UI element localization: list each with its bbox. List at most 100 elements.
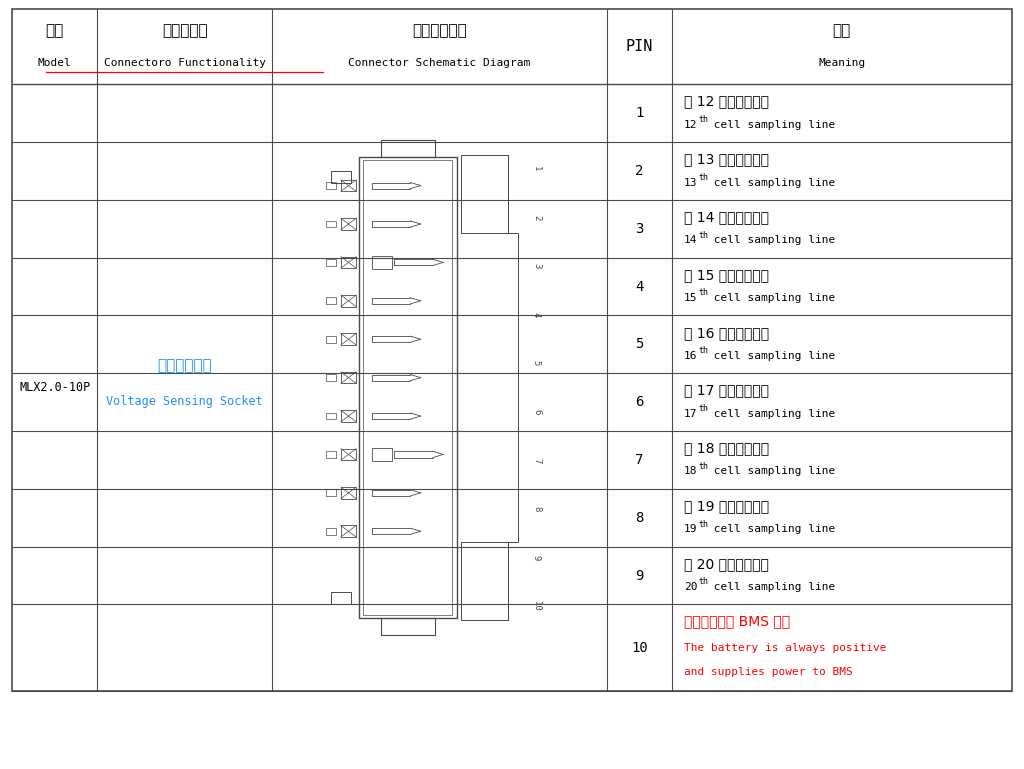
Text: th: th bbox=[698, 231, 709, 240]
Bar bbox=[341, 487, 356, 498]
Text: th: th bbox=[698, 520, 709, 528]
Text: MLX2.0-10P: MLX2.0-10P bbox=[19, 381, 90, 394]
Text: 3: 3 bbox=[635, 221, 644, 236]
Text: th: th bbox=[698, 404, 709, 413]
Text: 1: 1 bbox=[531, 166, 541, 171]
Bar bbox=[381, 618, 434, 635]
Text: 7: 7 bbox=[635, 453, 644, 467]
Text: Voltage Sensing Socket: Voltage Sensing Socket bbox=[106, 394, 263, 408]
Bar bbox=[341, 218, 356, 230]
Bar bbox=[341, 372, 356, 384]
Text: cell sampling line: cell sampling line bbox=[707, 582, 835, 592]
Bar bbox=[364, 160, 453, 615]
Text: 第 14 节电池采样线: 第 14 节电池采样线 bbox=[684, 210, 769, 225]
Bar bbox=[341, 411, 356, 422]
Text: 第 12 节电池采样线: 第 12 节电池采样线 bbox=[684, 95, 769, 108]
Text: and supplies power to BMS: and supplies power to BMS bbox=[684, 667, 853, 677]
Text: 5: 5 bbox=[635, 338, 644, 351]
Bar bbox=[331, 171, 351, 183]
Text: th: th bbox=[698, 288, 709, 298]
Text: The battery is always positive: The battery is always positive bbox=[684, 643, 887, 653]
Text: 第 13 节电池采样线: 第 13 节电池采样线 bbox=[684, 152, 769, 166]
Text: th: th bbox=[698, 115, 709, 124]
Text: PIN: PIN bbox=[626, 39, 653, 55]
Bar bbox=[341, 295, 356, 307]
Bar bbox=[341, 334, 356, 345]
Text: cell sampling line: cell sampling line bbox=[707, 408, 835, 418]
Text: 14: 14 bbox=[684, 235, 697, 245]
Text: th: th bbox=[698, 346, 709, 355]
Text: 6: 6 bbox=[531, 409, 541, 414]
Bar bbox=[327, 489, 336, 496]
Bar bbox=[461, 542, 508, 621]
Bar bbox=[341, 525, 356, 537]
Text: Connector Schematic Diagram: Connector Schematic Diagram bbox=[348, 58, 530, 68]
Text: Connectoro Functionality: Connectoro Functionality bbox=[103, 58, 265, 68]
Text: Meaning: Meaning bbox=[818, 58, 865, 68]
Text: th: th bbox=[698, 578, 709, 587]
Bar bbox=[372, 256, 392, 268]
Text: 第 16 节电池采样线: 第 16 节电池采样线 bbox=[684, 326, 769, 340]
Bar bbox=[327, 413, 336, 420]
Text: 16: 16 bbox=[684, 351, 697, 361]
Text: 1: 1 bbox=[635, 106, 644, 120]
Bar bbox=[331, 592, 351, 604]
Text: 第 18 节电池采样线: 第 18 节电池采样线 bbox=[684, 441, 769, 455]
Text: 3: 3 bbox=[531, 263, 541, 268]
Text: 接插件示意图: 接插件示意图 bbox=[413, 23, 467, 38]
Bar bbox=[327, 182, 336, 189]
Text: 18: 18 bbox=[684, 467, 697, 477]
Text: cell sampling line: cell sampling line bbox=[707, 120, 835, 130]
Text: cell sampling line: cell sampling line bbox=[707, 467, 835, 477]
Text: 第 15 节电池采样线: 第 15 节电池采样线 bbox=[684, 268, 769, 282]
Text: 10: 10 bbox=[531, 601, 541, 612]
Bar bbox=[359, 157, 457, 618]
Text: 接插件功能: 接插件功能 bbox=[162, 23, 208, 38]
Text: 20: 20 bbox=[684, 582, 697, 592]
Text: 型号: 型号 bbox=[46, 23, 63, 38]
Bar bbox=[381, 140, 434, 157]
Text: 5: 5 bbox=[531, 361, 541, 366]
Text: 4: 4 bbox=[635, 280, 644, 294]
Text: 第 19 节电池采样线: 第 19 节电池采样线 bbox=[684, 499, 769, 513]
Bar bbox=[327, 375, 336, 381]
Text: 含义: 含义 bbox=[833, 23, 851, 38]
Text: 2: 2 bbox=[531, 215, 541, 220]
Bar bbox=[327, 259, 336, 266]
Text: 12: 12 bbox=[684, 120, 697, 130]
Text: cell sampling line: cell sampling line bbox=[707, 293, 835, 303]
Bar bbox=[327, 451, 336, 458]
Bar bbox=[327, 221, 336, 228]
Bar bbox=[341, 180, 356, 191]
Text: 9: 9 bbox=[635, 568, 644, 582]
Bar bbox=[341, 257, 356, 268]
Bar bbox=[12, 9, 1012, 691]
Text: 19: 19 bbox=[684, 524, 697, 534]
Text: 17: 17 bbox=[684, 408, 697, 418]
Text: 4: 4 bbox=[531, 312, 541, 318]
Text: 第 17 节电池采样线: 第 17 节电池采样线 bbox=[684, 384, 769, 398]
Bar bbox=[341, 448, 356, 460]
Text: 第 20 节电池采样线: 第 20 节电池采样线 bbox=[684, 557, 769, 571]
Text: 2: 2 bbox=[635, 164, 644, 178]
Bar bbox=[372, 448, 392, 461]
Text: 9: 9 bbox=[531, 555, 541, 561]
Text: 电池总正，给 BMS 供电: 电池总正，给 BMS 供电 bbox=[684, 614, 791, 629]
Text: 6: 6 bbox=[635, 395, 644, 409]
Text: 10: 10 bbox=[631, 641, 648, 654]
Text: 7: 7 bbox=[531, 458, 541, 463]
Text: 15: 15 bbox=[684, 293, 697, 303]
Text: Model: Model bbox=[38, 58, 72, 68]
Bar bbox=[327, 298, 336, 305]
Text: 8: 8 bbox=[635, 511, 644, 524]
Text: th: th bbox=[698, 173, 709, 181]
Bar bbox=[327, 336, 336, 343]
Text: 8: 8 bbox=[531, 507, 541, 512]
Text: cell sampling line: cell sampling line bbox=[707, 178, 835, 188]
Bar bbox=[461, 155, 508, 233]
Text: cell sampling line: cell sampling line bbox=[707, 524, 835, 534]
Text: 13: 13 bbox=[684, 178, 697, 188]
Text: cell sampling line: cell sampling line bbox=[707, 235, 835, 245]
Bar bbox=[327, 528, 336, 534]
Text: th: th bbox=[698, 462, 709, 471]
